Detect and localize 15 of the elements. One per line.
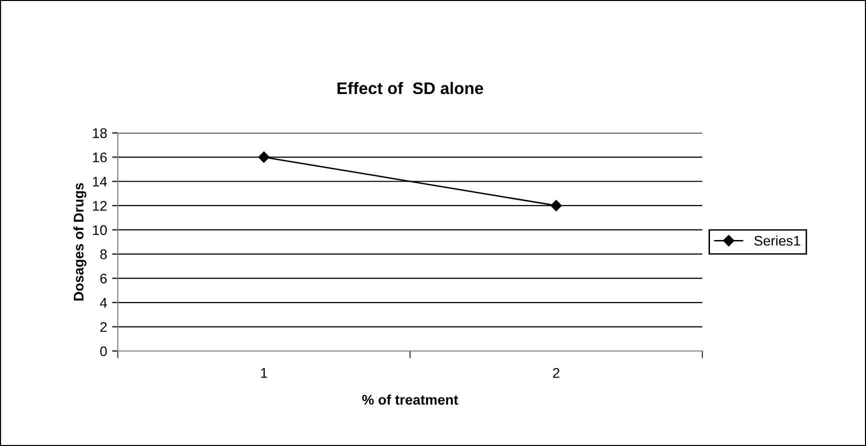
y-axis-title: Dosages of Drugs <box>73 183 86 300</box>
y-tick-label: 0 <box>100 346 107 356</box>
y-tick-label: 8 <box>100 249 107 260</box>
y-tick-label: 14 <box>92 176 107 186</box>
y-tick-label: 6 <box>100 274 107 284</box>
y-tick-label: 16 <box>92 152 107 162</box>
chart-title: Effect of SD alone <box>338 82 484 94</box>
y-tick-label: 18 <box>92 128 107 138</box>
legend-label: Series1 <box>754 235 800 246</box>
y-tick-label: 4 <box>100 298 107 308</box>
y-tick-label: 10 <box>92 225 107 236</box>
x-axis-title: % of treatment <box>362 394 458 405</box>
y-tick-label: 12 <box>92 200 107 211</box>
y-tick-label: 2 <box>100 322 107 332</box>
x-tick-label: 1 <box>261 368 268 378</box>
